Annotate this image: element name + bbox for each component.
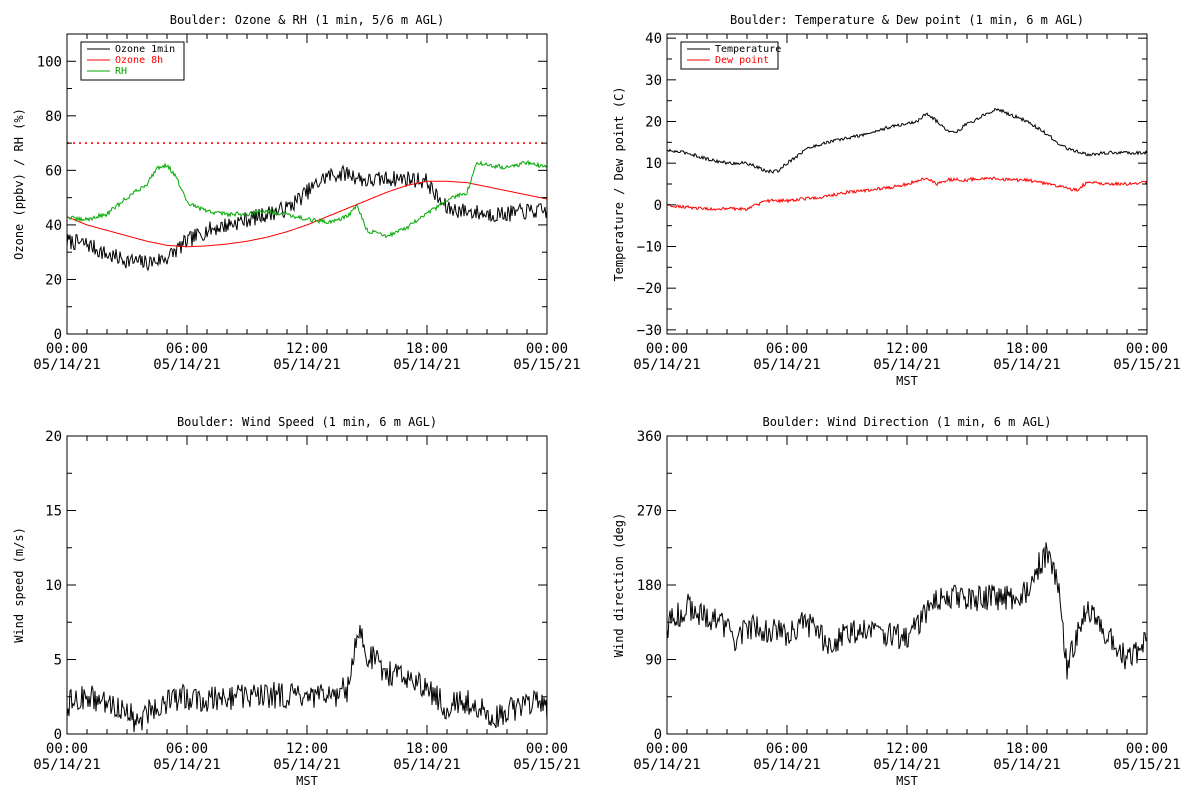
temp-ytick-label: 0 xyxy=(654,198,662,214)
wspd-ylabel: Wind speed (m/s) xyxy=(12,527,26,643)
ozone-xtick-label-time: 06:00 xyxy=(166,341,208,357)
wdir-xtick-label-time: 18:00 xyxy=(1006,741,1048,757)
wspd-series-data xyxy=(67,624,547,733)
wdir-xtick-label-date: 05/15/21 xyxy=(1113,757,1180,773)
ozone-ytick-label: 100 xyxy=(37,54,62,70)
temp-ytick-label: 40 xyxy=(645,31,662,47)
ozone-ylabel: Ozone (ppbv) / RH (%) xyxy=(12,108,26,260)
wdir-title: Boulder: Wind Direction (1 min, 6 m AGL) xyxy=(763,415,1052,429)
wdir-xtick-label-time: 12:00 xyxy=(886,741,928,757)
temp-ytick-label: 30 xyxy=(645,73,662,89)
temp-xtick-label-date: 05/14/21 xyxy=(753,357,820,373)
temp-xtick-label-date: 05/14/21 xyxy=(993,357,1060,373)
ozone-ytick-label: 80 xyxy=(45,109,62,125)
temp-xtick-label-time: 18:00 xyxy=(1006,341,1048,357)
wspd-xtick-label-time: 12:00 xyxy=(286,741,328,757)
temp-legend xyxy=(680,41,779,70)
temp-xtick-label-time: 12:00 xyxy=(886,341,928,357)
wdir-xlabel: MST xyxy=(896,774,918,788)
ozone-legend-label: RH xyxy=(115,66,127,77)
wspd-xtick-label-date: 05/14/21 xyxy=(153,757,220,773)
wspd-xtick-label-date: 05/14/21 xyxy=(393,757,460,773)
temp-xtick-label-date: 05/15/21 xyxy=(1113,357,1180,373)
temp-ytick-label: −20 xyxy=(637,281,662,297)
wdir-xtick-label-date: 05/14/21 xyxy=(993,757,1060,773)
wdir-series-data xyxy=(667,542,1147,680)
temp-title: Boulder: Temperature & Dew point (1 min,… xyxy=(730,13,1084,27)
wspd-plot-frame xyxy=(66,435,548,735)
ozone-legend-label: Ozone 8h xyxy=(115,55,163,66)
wdir-plot-frame xyxy=(666,435,1148,735)
ozone-xtick-label-date: 05/14/21 xyxy=(393,357,460,373)
wspd-ytick-label: 0 xyxy=(54,727,62,743)
wspd-title: Boulder: Wind Speed (1 min, 6 m AGL) xyxy=(177,415,437,429)
wdir-ytick-label: 270 xyxy=(637,504,662,520)
ozone-ytick-label: 60 xyxy=(45,163,62,179)
wdir-ytick-label: 180 xyxy=(637,578,662,594)
wdir-ytick-label: 0 xyxy=(654,727,662,743)
ozone-xtick-label-date: 05/15/21 xyxy=(513,357,580,373)
wspd-ytick-label: 5 xyxy=(54,653,62,669)
wdir-xtick-label-time: 06:00 xyxy=(766,741,808,757)
temp-panel: Boulder: Temperature & Dew point (1 min,… xyxy=(612,13,1181,388)
ozone-ytick-label: 20 xyxy=(45,272,62,288)
temp-ytick-label: 20 xyxy=(645,115,662,131)
wdir-xtick-label-time: 00:00 xyxy=(1126,741,1168,757)
wspd-ytick-label: 10 xyxy=(45,578,62,594)
wdir-ylabel: Wind direction (deg) xyxy=(612,513,626,658)
temp-plot-frame xyxy=(666,33,1148,335)
temp-series-dew-point xyxy=(667,176,1147,212)
wspd-xtick-label-time: 06:00 xyxy=(166,741,208,757)
temp-ytick-label: −10 xyxy=(637,240,662,256)
temp-series-temperature xyxy=(667,107,1147,174)
ozone-ytick-label: 0 xyxy=(54,327,62,343)
temp-xtick-label-time: 06:00 xyxy=(766,341,808,357)
temp-ylabel: Temperature / Dew point (C) xyxy=(612,86,626,281)
wspd-xtick-label-date: 05/15/21 xyxy=(513,757,580,773)
wdir-xtick-label-date: 05/14/21 xyxy=(633,757,700,773)
ozone-ytick-label: 40 xyxy=(45,218,62,234)
temp-legend-label: Dew point xyxy=(715,55,769,66)
wdir-xtick-label-date: 05/14/21 xyxy=(873,757,940,773)
temp-ytick-label: −30 xyxy=(637,323,662,339)
wspd-xtick-label-date: 05/14/21 xyxy=(33,757,100,773)
ozone-xtick-label-time: 18:00 xyxy=(406,341,448,357)
temp-xtick-label-date: 05/14/21 xyxy=(873,357,940,373)
ozone-xtick-label-date: 05/14/21 xyxy=(33,357,100,373)
wdir-ytick-label: 90 xyxy=(645,653,662,669)
temp-xtick-label-time: 00:00 xyxy=(1126,341,1168,357)
ozone-xtick-label-time: 12:00 xyxy=(286,341,328,357)
temp-xtick-label-time: 00:00 xyxy=(646,341,688,357)
wspd-xtick-label-date: 05/14/21 xyxy=(273,757,340,773)
wspd-ytick-label: 20 xyxy=(45,429,62,445)
temp-legend-label: Temperature xyxy=(715,44,781,55)
wspd-panel: Boulder: Wind Speed (1 min, 6 m AGL) 0 5 10… xyxy=(12,415,581,788)
wdir-ytick-label: 360 xyxy=(637,429,662,445)
ozone-xtick-label-time: 00:00 xyxy=(526,341,568,357)
ozone-series-ozone-1min xyxy=(67,164,547,272)
ozone-series-ozone-8h xyxy=(67,180,547,248)
wspd-ytick-label: 15 xyxy=(45,504,62,520)
wspd-xlabel: MST xyxy=(296,774,318,788)
ozone-legend-label: Ozone 1min xyxy=(115,44,175,55)
wdir-xtick-label-date: 05/14/21 xyxy=(753,757,820,773)
temp-xlabel: MST xyxy=(896,374,918,388)
ozone-xtick-label-date: 05/14/21 xyxy=(273,357,340,373)
ozone-legend xyxy=(80,41,185,81)
wspd-xtick-label-time: 00:00 xyxy=(46,741,88,757)
ozone-xtick-label-date: 05/14/21 xyxy=(153,357,220,373)
wspd-xtick-label-time: 18:00 xyxy=(406,741,448,757)
ozone-series-rh xyxy=(67,159,547,239)
wdir-xtick-label-time: 00:00 xyxy=(646,741,688,757)
ozone-xtick-label-time: 00:00 xyxy=(46,341,88,357)
temp-xtick-label-date: 05/14/21 xyxy=(633,357,700,373)
wspd-xtick-label-time: 00:00 xyxy=(526,741,568,757)
ozone-panel: Boulder: Ozone & RH (1 min, 5/6 m AGL) 0 2… xyxy=(12,13,581,373)
wdir-panel: Boulder: Wind Direction (1 min, 6 m AGL)… xyxy=(612,415,1181,788)
temp-ytick-label: 10 xyxy=(645,156,662,172)
ozone-title: Boulder: Ozone & RH (1 min, 5/6 m AGL) xyxy=(170,13,445,27)
